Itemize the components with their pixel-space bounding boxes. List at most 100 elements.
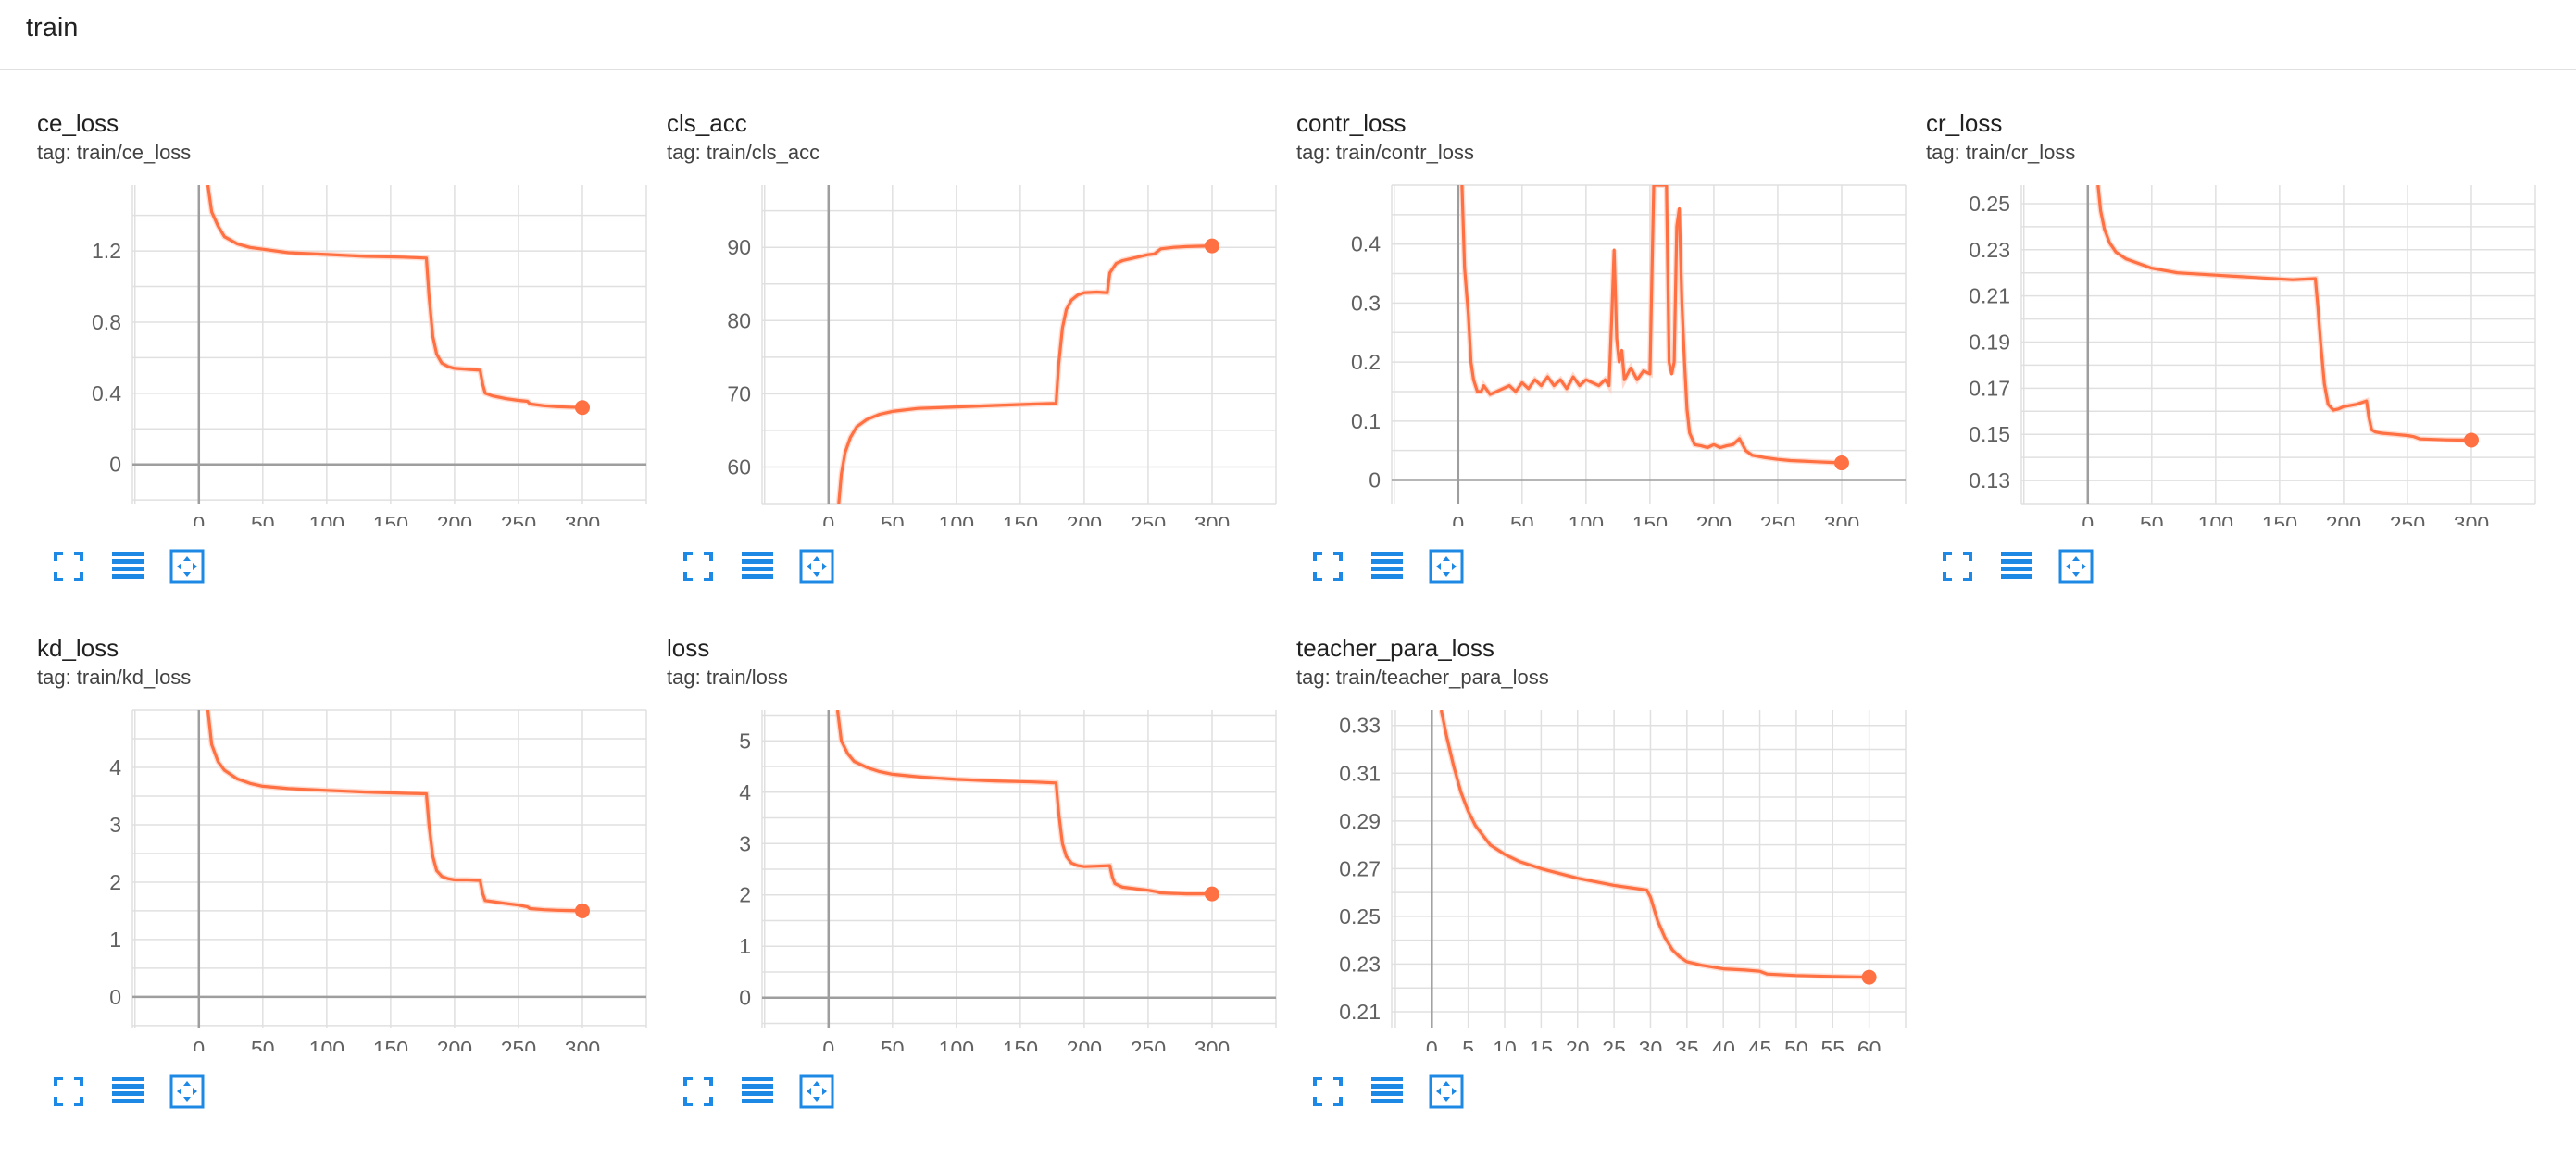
line-chart[interactable]: 0 50 100 150 200 250 300 0 0.1 0.2 0.3 0.4 — [1285, 174, 1915, 526]
toggle-log-icon[interactable] — [739, 548, 776, 585]
y-tick-label: 0.21 — [1969, 284, 2010, 308]
x-tick-label: 200 — [1696, 512, 1732, 526]
toggle-log-icon[interactable] — [739, 1073, 776, 1110]
chart-tag: tag: train/contr_loss — [1296, 141, 1474, 164]
line-chart[interactable]: 0 50 100 150 200 250 300 0 0.4 0.8 1.2 — [26, 174, 656, 526]
x-tick-label: 100 — [2198, 512, 2233, 526]
x-tick-label: 200 — [437, 512, 472, 526]
y-tick-label: 0.23 — [1339, 952, 1381, 976]
x-tick-label: 250 — [501, 512, 536, 526]
y-tick-label: 0.29 — [1339, 809, 1381, 833]
last-point-marker — [1833, 455, 1849, 471]
line-chart[interactable]: 0 50 100 150 200 250 300 60 70 80 90 — [656, 174, 1285, 526]
group-header: train — [0, 0, 2576, 70]
x-tick-label: 100 — [309, 1037, 344, 1051]
x-tick-label: 300 — [565, 1037, 600, 1051]
toggle-log-icon[interactable] — [109, 548, 146, 585]
toggle-log-icon[interactable] — [1369, 1073, 1406, 1110]
chart-title: loss — [667, 634, 710, 662]
chart-title: cls_acc — [667, 109, 747, 137]
fit-domain-icon[interactable] — [2057, 548, 2095, 585]
grid — [132, 709, 647, 1028]
fullscreen-icon[interactable] — [50, 1073, 87, 1110]
fullscreen-icon[interactable] — [50, 548, 87, 585]
series-line — [206, 185, 583, 409]
x-tick-label: 10 — [1493, 1037, 1517, 1051]
x-tick-label: 50 — [881, 1037, 905, 1051]
y-tick-label: 0.17 — [1969, 376, 2010, 400]
line-chart[interactable]: 0 50 100 150 200 250 300 0 1 2 3 4 5 — [656, 699, 1285, 1051]
x-tick-label: 150 — [373, 512, 408, 526]
y-tick-label: 80 — [727, 308, 751, 332]
raw-series-line — [205, 185, 583, 411]
y-tick-label: 0.4 — [1351, 232, 1381, 256]
x-tick-label: 0 — [822, 512, 834, 526]
y-tick-label: 70 — [727, 381, 751, 405]
toggle-log-icon[interactable] — [1998, 548, 2035, 585]
x-tick-label: 45 — [1748, 1037, 1772, 1051]
chart-title: ce_loss — [37, 109, 119, 137]
y-tick-label: 0.25 — [1969, 192, 2010, 216]
fit-domain-icon[interactable] — [1428, 548, 1465, 585]
fullscreen-icon[interactable] — [680, 548, 717, 585]
last-point-marker — [574, 903, 590, 918]
grid — [2021, 185, 2536, 505]
x-tick-label: 300 — [1194, 1037, 1230, 1051]
x-tick-label: 200 — [1067, 512, 1102, 526]
y-tick-label: 0.4 — [92, 381, 121, 405]
toggle-log-icon[interactable] — [1369, 548, 1406, 585]
line-chart[interactable]: 0 5 10 15 20 25 30 35 40 45 50 55 60 0.21 0.23 0.25 0.27… — [1285, 699, 1915, 1051]
x-tick-label: 150 — [2262, 512, 2297, 526]
x-tick-label: 100 — [309, 512, 344, 526]
x-tick-label: 15 — [1530, 1037, 1554, 1051]
line-chart[interactable]: 0 50 100 150 200 250 300 0.13 0.15 0.17 0.19 0.21 0.… — [1915, 174, 2545, 526]
fit-domain-icon[interactable] — [169, 1073, 206, 1110]
y-tick-label: 0.3 — [1351, 291, 1381, 315]
fit-domain-icon[interactable] — [798, 548, 835, 585]
x-tick-label: 300 — [2454, 512, 2489, 526]
y-tick-label: 2 — [109, 870, 121, 894]
chart-tag: tag: train/loss — [667, 666, 788, 689]
y-tick-label: 0.1 — [1351, 409, 1381, 433]
toggle-log-icon[interactable] — [109, 1073, 146, 1110]
chart-tag: tag: train/ce_loss — [37, 141, 192, 164]
fit-domain-icon[interactable] — [169, 548, 206, 585]
line-chart[interactable]: 0 50 100 150 200 250 300 0 1 2 3 4 — [26, 699, 656, 1051]
raw-series-line — [1438, 710, 1869, 980]
chart-title: kd_loss — [37, 634, 119, 662]
fullscreen-icon[interactable] — [1939, 548, 1976, 585]
y-tick-label: 0.8 — [92, 310, 121, 334]
series-line — [1460, 185, 1843, 465]
x-tick-label: 200 — [2326, 512, 2361, 526]
x-tick-label: 50 — [1510, 512, 1534, 526]
x-tick-label: 35 — [1675, 1037, 1699, 1051]
x-tick-label: 150 — [373, 1037, 408, 1051]
grid — [762, 710, 1277, 1028]
fit-domain-icon[interactable] — [798, 1073, 835, 1110]
x-tick-label: 200 — [437, 1037, 472, 1051]
x-tick-label: 0 — [193, 1037, 205, 1051]
last-point-marker — [1204, 886, 1219, 902]
x-tick-label: 250 — [1760, 512, 1795, 526]
fullscreen-icon[interactable] — [1309, 1073, 1346, 1110]
y-tick-label: 0.15 — [1969, 422, 2010, 446]
x-tick-label: 50 — [1784, 1037, 1808, 1051]
chart-title: contr_loss — [1296, 109, 1407, 137]
raw-series-line — [2095, 185, 2471, 443]
x-tick-label: 100 — [939, 1037, 974, 1051]
x-tick-label: 50 — [881, 512, 905, 526]
x-tick-label: 300 — [1824, 512, 1859, 526]
chart-tag: tag: train/cr_loss — [1926, 141, 2076, 164]
last-point-marker — [574, 400, 590, 416]
y-tick-label: 3 — [109, 813, 121, 837]
x-tick-label: 100 — [939, 512, 974, 526]
y-tick-label: 5 — [739, 729, 751, 753]
fullscreen-icon[interactable] — [680, 1073, 717, 1110]
x-tick-label: 150 — [1632, 512, 1668, 526]
x-tick-label: 300 — [565, 512, 600, 526]
fit-domain-icon[interactable] — [1428, 1073, 1465, 1110]
y-tick-label: 1 — [739, 934, 751, 958]
x-tick-label: 250 — [1131, 512, 1166, 526]
fullscreen-icon[interactable] — [1309, 548, 1346, 585]
x-tick-label: 150 — [1003, 512, 1038, 526]
